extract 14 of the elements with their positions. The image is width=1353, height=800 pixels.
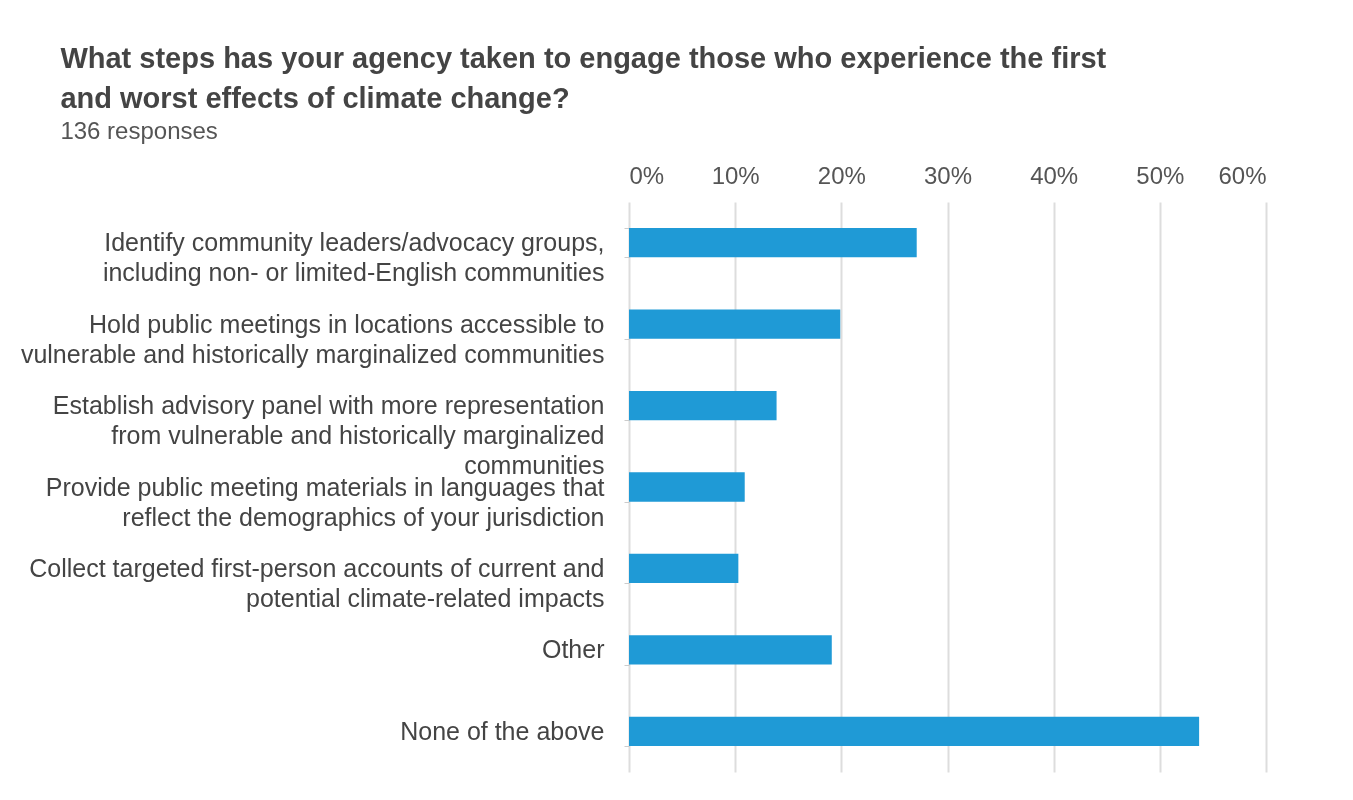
y-tick-label: Hold public meetings in locations accessible to vulnerable and historically marginalized communities — [20, 309, 605, 368]
x-tick-label: 20% — [817, 161, 866, 189]
y-tick-label: None of the above — [400, 716, 605, 745]
y-tick-label: Collect targeted first-person accounts of current and potential climate-related impacts — [29, 553, 605, 612]
x-tick-label: 10% — [711, 161, 760, 189]
x-tick-label: 50% — [1136, 161, 1185, 189]
x-tick-label: 0% — [629, 161, 665, 189]
chart-title: What steps has your agency taken to engage those who experience the first and worst effects of climate change? — [60, 42, 1107, 114]
y-tick-label: Identify community leaders/advocacy groups, including non- or limited-English communities — [102, 228, 605, 287]
text: 136 responses — [60, 117, 218, 144]
x-tick-label: 40% — [1030, 161, 1079, 189]
y-tick-label: Other — [541, 635, 605, 664]
x-tick-label: 60% — [1218, 161, 1267, 189]
x-tick-label: 30% — [923, 161, 973, 189]
